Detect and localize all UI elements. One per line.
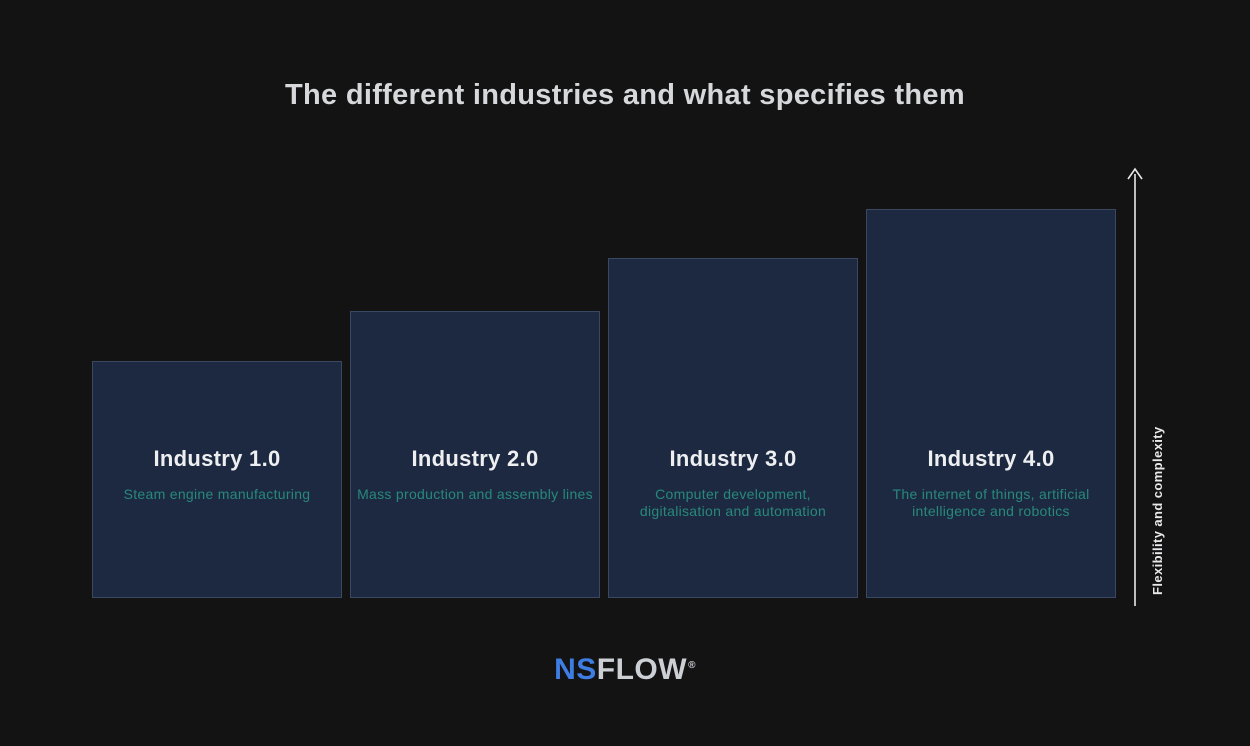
- bar-description-line: The internet of things, artificial: [892, 486, 1090, 502]
- industry-bar: Industry 1.0 Steam engine manufacturing: [92, 361, 342, 598]
- bar-content: Industry 1.0 Steam engine manufacturing: [97, 446, 337, 597]
- logo-text-flow: FLOW: [596, 653, 688, 686]
- bar-content: Industry 2.0 Mass production and assembl…: [355, 446, 595, 597]
- bar-content: Industry 4.0 The internet of things, art…: [871, 446, 1111, 597]
- bar-title: Industry 1.0: [153, 446, 281, 471]
- bar-description: The internet of things, artificial intell…: [871, 486, 1111, 520]
- bar-description-line: Computer development,: [655, 486, 811, 502]
- bar-description-line: Mass production and assembly lines: [357, 486, 593, 502]
- bar-content: Industry 3.0 Computer development, digita…: [613, 446, 853, 597]
- bar-description: Steam engine manufacturing: [97, 486, 337, 503]
- industry-bar: Industry 4.0 The internet of things, art…: [866, 209, 1116, 598]
- y-axis-label: Flexibility and complexity: [1150, 426, 1165, 595]
- logo-text-ns: NS: [554, 653, 597, 686]
- registered-mark-icon: ®: [688, 660, 696, 671]
- industry-bar: Industry 3.0 Computer development, digita…: [608, 258, 858, 598]
- page-title: The different industries and what specif…: [285, 79, 965, 111]
- bar-description-line: intelligence and robotics: [912, 503, 1070, 519]
- nsflow-logo: NSFLOW®: [0, 653, 1250, 687]
- bar-title: Industry 3.0: [669, 446, 797, 471]
- axis-arrow-up-icon: [1127, 167, 1143, 606]
- bar-title: Industry 4.0: [927, 446, 1055, 471]
- bar-description-line: Steam engine manufacturing: [123, 486, 311, 502]
- bar-title: Industry 2.0: [411, 446, 539, 471]
- bar-description: Mass production and assembly lines: [355, 486, 595, 503]
- bar-description-line: digitalisation and automation: [639, 503, 827, 519]
- bar-description: Computer development, digitalisation and …: [613, 486, 853, 520]
- industry-bar: Industry 2.0 Mass production and assembl…: [350, 311, 600, 598]
